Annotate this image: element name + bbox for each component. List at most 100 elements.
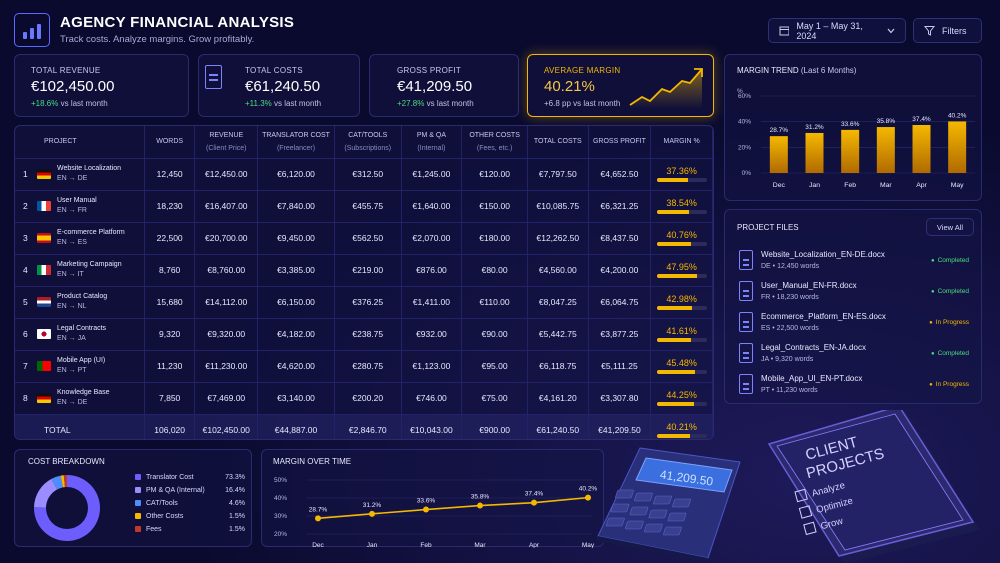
data-label: 31.2% [363, 502, 382, 509]
table-row[interactable]: 8 Knowledge Base EN → DE 7,850 €7,469.00 €3,1… [15, 381, 713, 414]
cell-words: 22,500 [144, 221, 196, 254]
file-item[interactable]: Ecommerce_Platform_EN-ES.docx ES • 22,500… [737, 310, 969, 338]
cell-pm: €1,123.00 [401, 349, 463, 382]
margin-bar [656, 242, 707, 246]
cell-cat: €238.75 [334, 317, 402, 350]
kpi-change: +6.8 pp vs last month [544, 99, 620, 108]
project-cell: 5 Product Catalog EN → NL [15, 285, 145, 318]
legend-percent: 1.5% [229, 526, 245, 533]
kpi-average-margin: AVERAGE MARGIN 40.21% +6.8 pp vs last mo… [527, 54, 714, 117]
row-number: 3 [23, 233, 28, 243]
table-row[interactable]: 2 User Manual EN → FR 18,230 €16,407.00 €7,84… [15, 189, 713, 222]
filters-button[interactable]: Filters [913, 18, 982, 43]
date-range-picker[interactable]: May 1 – May 31, 2024 [768, 18, 906, 43]
table-row[interactable]: 3 E-commerce Platform EN → ES 22,500 €20,700… [15, 221, 713, 254]
margin-cell: 37.36% [650, 157, 713, 190]
cell-gp: €6,321.25 [588, 189, 652, 222]
total-label: TOTAL [15, 413, 145, 439]
legend-swatch [135, 526, 141, 533]
flag-de-icon [37, 393, 51, 403]
x-tick-label: Dec [773, 182, 786, 189]
table-row[interactable]: 4 Marketing Campaign EN → IT 8,760 €8,760.00… [15, 253, 713, 286]
cost-donut-chart [34, 475, 100, 541]
table-row[interactable]: 5Product Catalog EN → NL 15,680 €14,112.00 €… [15, 285, 713, 318]
status-badge: In Progress [929, 381, 969, 388]
file-meta: DE • 12,450 words [761, 263, 820, 270]
project-cell: 6 Legal Contracts EN → JA [15, 317, 145, 350]
project-cell: 4 Marketing Campaign EN → IT [15, 253, 145, 286]
margin-cell: 41.61% [650, 317, 713, 350]
project-title: Knowledge Base [57, 389, 110, 396]
document-icon [739, 312, 753, 332]
flag-de-icon [37, 169, 51, 179]
y-tick-label: 60% [738, 93, 751, 100]
cell-tc: €4,161.20 [527, 381, 589, 414]
file-item[interactable]: Legal_Contracts_EN-JA.docx JA • 9,320 wor… [737, 341, 969, 369]
data-label: 35.8% [877, 118, 896, 125]
legend-swatch [135, 474, 141, 481]
project-title: Mobile App (UI) [57, 357, 106, 364]
kpi-value: €61,240.50 [245, 78, 321, 95]
kpi-change-value: +27.8% [397, 99, 425, 108]
language-pair: EN → PT [57, 367, 87, 374]
cell-cat: €312.50 [334, 157, 402, 190]
project-name: Product Catalog EN → NL [57, 292, 107, 312]
project-name: Marketing Campaign EN → IT [57, 260, 122, 280]
status-badge: Completed [931, 288, 969, 295]
data-point [315, 515, 321, 522]
project-name: Website Localization EN → DE [57, 164, 121, 184]
chart-title: MARGIN TREND [737, 66, 799, 75]
file-item[interactable]: Website_Localization_EN-DE.docx DE • 12,4… [737, 248, 969, 276]
bar-Feb [841, 129, 860, 173]
column-header: PM & QA (Internal) [401, 126, 463, 158]
cell-gp: €8,437.50 [588, 221, 652, 254]
margin-bar-fill [656, 210, 689, 214]
file-item[interactable]: Mobile_App_UI_EN-PT.docx PT • 11,230 word… [737, 372, 969, 400]
table-row[interactable]: 7Mobile App (UI) EN → PT 11,230 €11,230.00 €… [15, 349, 713, 382]
column-header: CAT/TOOLS (Subscriptions) [334, 126, 402, 158]
cell-tr: €9,450.00 [257, 221, 335, 254]
cell-rev: €12,450.00 [194, 157, 259, 190]
margin-bar-fill [656, 402, 694, 406]
total-tc: €61,240.50 [527, 413, 589, 439]
cell-tc: €10,085.75 [527, 189, 589, 222]
total-rev: €102,450.00 [194, 413, 259, 439]
x-tick-label: Apr [916, 182, 927, 189]
y-tick-label: 40% [738, 119, 751, 126]
data-label: 37.4% [525, 491, 544, 498]
chart-subtitle: (Last 6 Months) [800, 66, 857, 75]
filter-icon [924, 26, 935, 36]
cell-tc: €5,442.75 [527, 317, 589, 350]
project-files-card: PROJECT FILES View All Website_Localizat… [724, 209, 982, 404]
cell-pm: €746.00 [401, 381, 463, 414]
margin-cell: 45.48% [650, 349, 713, 382]
legend-swatch [135, 513, 141, 520]
table-row[interactable]: 1 Website Localization EN → DE 12,450 €12,45… [15, 157, 713, 190]
x-tick-label: May [582, 542, 595, 548]
total-pm: €10,043.00 [401, 413, 463, 439]
margin-bar [656, 370, 707, 374]
column-header: TRANSLATOR COST (Freelancer) [257, 126, 335, 158]
y-tick-label: 50% [274, 477, 287, 484]
table-row[interactable]: 6 Legal Contracts EN → JA 9,320 €9,320.00 €4,… [15, 317, 713, 350]
bar-Apr [912, 125, 931, 173]
view-all-button[interactable]: View All [926, 218, 974, 236]
x-tick-label: Mar [880, 182, 892, 189]
y-tick-label: 20% [738, 144, 751, 151]
legend-label: Fees [146, 526, 162, 533]
kpi-change: +27.8% vs last month [397, 99, 474, 108]
cell-words: 15,680 [144, 285, 196, 318]
margin-cell: 40.76% [650, 221, 713, 254]
filters-label: Filters [942, 25, 967, 36]
file-item[interactable]: User_Manual_EN-FR.docx FR • 18,230 words C… [737, 279, 969, 307]
cell-tr: €4,182.00 [257, 317, 335, 350]
chart-logo-icon [14, 13, 50, 47]
header-text: OTHER COSTS [469, 131, 520, 139]
cell-rev: €8,760.00 [194, 253, 259, 286]
language-pair: EN → IT [57, 271, 84, 278]
projects-table-card: PROJECT WORDS REVENUE (Client Price) TRANSLA… [14, 125, 714, 440]
cell-words: 7,850 [144, 381, 196, 414]
y-tick-label: 30% [274, 513, 287, 520]
cell-pm: €932.00 [401, 317, 463, 350]
legend-percent: 73.3% [225, 474, 245, 481]
